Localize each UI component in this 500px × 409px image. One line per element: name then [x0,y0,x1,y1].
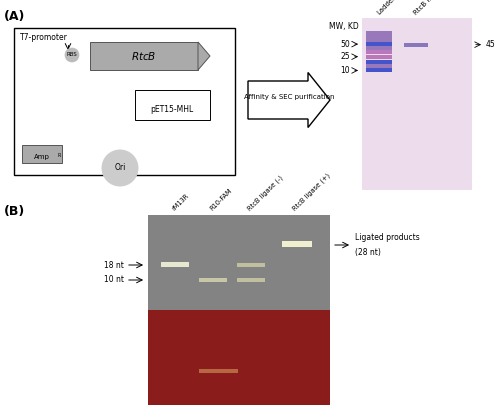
Bar [366,50,392,54]
Bar [161,262,189,267]
Text: (28 nt): (28 nt) [355,249,381,258]
Bar [366,68,392,72]
Bar [237,278,265,282]
Text: RtcB ligase (-): RtcB ligase (-) [246,174,284,212]
Bar [366,38,392,41]
Bar [366,55,392,59]
Bar [282,241,312,247]
Bar [199,277,227,282]
Bar [404,43,428,47]
Bar [366,34,392,38]
Text: pET15-MHL: pET15-MHL [150,105,194,114]
Text: rM13R: rM13R [171,193,190,212]
Text: 25: 25 [340,52,350,61]
Text: Ori: Ori [114,164,126,173]
Bar [366,46,392,50]
Circle shape [102,150,138,186]
Bar [366,64,392,68]
Text: R10-FAM: R10-FAM [209,187,233,212]
Text: Amp: Amp [34,154,50,160]
Text: RtcB ligase (+): RtcB ligase (+) [292,172,332,212]
Bar [199,369,238,373]
Text: T7-promoter: T7-promoter [20,33,68,42]
Text: (B): (B) [4,205,25,218]
Text: 50: 50 [340,40,350,49]
Text: RtcB ligase: RtcB ligase [413,0,444,16]
Bar [362,18,472,190]
Text: RBS: RBS [66,52,78,58]
Text: MW, KD: MW, KD [329,22,359,31]
Text: (A): (A) [4,10,26,23]
Text: R: R [58,153,61,158]
FancyBboxPatch shape [135,90,210,120]
Bar [90,42,198,70]
Text: 10: 10 [340,66,350,75]
Bar [366,42,392,46]
Text: Ligated products: Ligated products [355,234,420,243]
Bar [237,263,265,267]
Bar [148,310,330,405]
Text: Ladder: Ladder [376,0,397,16]
Bar [366,31,392,35]
Text: $\it{RtcB}$: $\it{RtcB}$ [132,50,156,62]
Text: 45: 45 [486,40,496,49]
Bar [148,215,330,310]
Polygon shape [198,42,210,70]
Text: 18 nt: 18 nt [104,261,124,270]
Bar [14,28,235,175]
Circle shape [65,48,79,62]
Bar [366,60,392,64]
FancyArrow shape [248,72,330,128]
Text: 10 nt: 10 nt [104,276,124,285]
Bar [22,145,62,163]
Text: Affinity & SEC purification: Affinity & SEC purification [244,94,334,100]
